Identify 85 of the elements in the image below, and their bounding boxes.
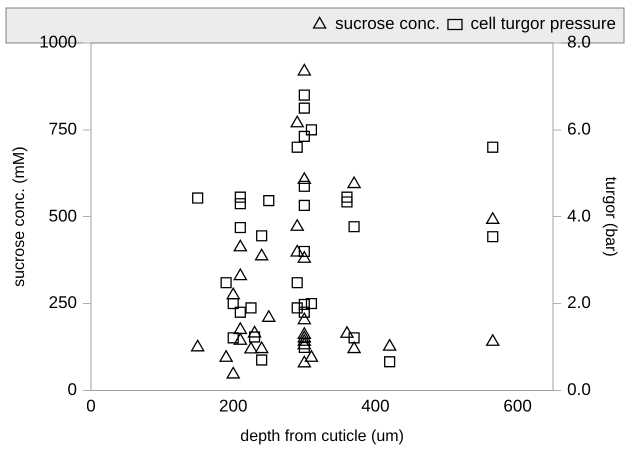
point	[487, 231, 498, 242]
point	[298, 200, 310, 212]
point	[292, 302, 303, 314]
x-tick-label: 0	[86, 396, 96, 416]
x-tick-label: 400	[361, 396, 390, 416]
point	[298, 312, 312, 324]
point	[348, 332, 360, 344]
point	[298, 338, 312, 350]
y-tick-label: 250	[48, 293, 78, 312]
point	[226, 288, 240, 300]
y-tick-label: 500	[48, 206, 78, 226]
point	[228, 332, 239, 344]
point	[254, 248, 268, 260]
point	[298, 356, 312, 368]
point	[298, 102, 310, 114]
point	[263, 195, 274, 206]
point	[298, 330, 312, 342]
point	[234, 192, 246, 203]
point	[298, 130, 310, 142]
point	[382, 338, 396, 351]
legend-label: sucrose conc.	[335, 14, 440, 34]
y2-tick-label: 4.0	[567, 206, 591, 226]
point	[256, 230, 268, 242]
point	[248, 326, 262, 338]
point	[234, 240, 248, 252]
point	[256, 354, 268, 366]
point	[298, 90, 310, 101]
point	[190, 340, 204, 352]
point	[226, 366, 240, 379]
y-tick-label: 750	[48, 120, 78, 139]
point	[341, 196, 353, 208]
point	[220, 277, 232, 288]
y2-axis-title: turgor (bar)	[602, 176, 619, 257]
point	[298, 306, 310, 318]
point	[234, 198, 246, 210]
point	[219, 350, 233, 362]
point	[245, 302, 257, 314]
point	[234, 268, 248, 280]
point	[298, 342, 310, 354]
point	[306, 124, 318, 136]
point	[341, 192, 353, 203]
point	[290, 116, 304, 128]
point	[234, 222, 246, 234]
point	[290, 219, 304, 231]
point	[298, 298, 310, 310]
point	[292, 142, 303, 153]
point	[234, 322, 248, 334]
y2-tick-label: 8.0	[567, 32, 591, 52]
point	[228, 298, 239, 310]
point	[298, 180, 310, 192]
point	[384, 356, 396, 368]
point	[292, 277, 303, 288]
point	[290, 244, 304, 257]
point	[487, 142, 498, 153]
x-tick-label: 600	[503, 396, 532, 416]
point	[298, 172, 312, 184]
point	[348, 221, 360, 232]
point	[347, 341, 361, 354]
point	[248, 331, 260, 343]
point	[192, 192, 204, 204]
point	[298, 246, 310, 258]
y-tick-label: 1000	[39, 32, 78, 52]
point	[244, 342, 258, 354]
point	[234, 333, 248, 345]
point	[298, 327, 312, 339]
point	[298, 64, 312, 76]
point	[234, 306, 246, 318]
x-tick-label: 200	[219, 396, 248, 416]
point	[306, 298, 318, 310]
x-axis-title: depth from cuticle (um)	[240, 428, 404, 445]
y2-tick-label: 6.0	[567, 120, 591, 139]
y-axis-title: sucrose conc. (mM)	[11, 146, 28, 287]
point	[486, 334, 500, 346]
point	[298, 334, 312, 346]
legend-label: cell turgor pressure	[470, 14, 616, 34]
point	[304, 350, 318, 362]
point	[298, 251, 312, 263]
y2-tick-label: 2.0	[567, 293, 591, 312]
y-tick-label: 0	[68, 380, 78, 400]
y2-tick-label: 0.0	[567, 380, 591, 400]
point	[486, 212, 500, 224]
point	[262, 310, 276, 322]
point	[254, 341, 268, 354]
point	[347, 176, 361, 188]
point	[340, 326, 354, 338]
